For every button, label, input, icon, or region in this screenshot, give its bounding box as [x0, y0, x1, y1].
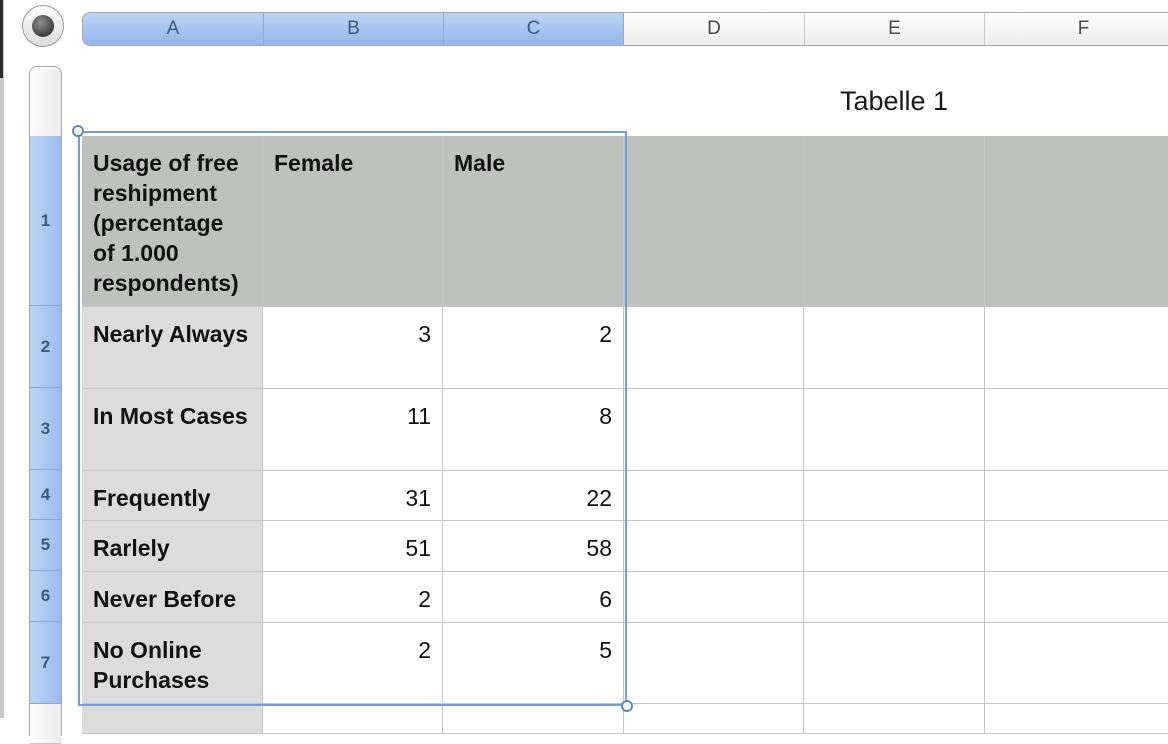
empty-cell-d5[interactable]: [624, 521, 804, 572]
value-cell-c4[interactable]: 22: [443, 471, 624, 521]
header-cell-a1[interactable]: Usage of free reshipment (percentage of …: [82, 136, 263, 307]
label-cell-a7[interactable]: No Online Purchases: [82, 623, 263, 704]
row-header-1[interactable]: 1: [30, 136, 61, 306]
empty-cell-f2[interactable]: [985, 307, 1168, 389]
column-header-b[interactable]: B: [264, 13, 444, 45]
empty-cell-f6[interactable]: [985, 572, 1168, 623]
empty-cell-f4[interactable]: [985, 471, 1168, 521]
empty-cell-e8[interactable]: [804, 704, 985, 734]
label-cell-a5[interactable]: Rarlely: [82, 521, 263, 572]
empty-cell-e6[interactable]: [804, 572, 985, 623]
value-cell-b4[interactable]: 31: [263, 471, 443, 521]
row-header-7[interactable]: 7: [30, 622, 61, 704]
empty-cell-e5[interactable]: [804, 521, 985, 572]
value-cell-b6[interactable]: 2: [263, 572, 443, 623]
empty-cell-f7[interactable]: [985, 623, 1168, 704]
header-cell-f1[interactable]: [985, 136, 1168, 307]
value-cell-b3[interactable]: 11: [263, 389, 443, 471]
empty-cell-d7[interactable]: [624, 623, 804, 704]
column-header-bar: A B C D E F: [82, 12, 1168, 46]
value-cell-c5[interactable]: 58: [443, 521, 624, 572]
header-cell-e1[interactable]: [804, 136, 985, 307]
value-cell-c2[interactable]: 2: [443, 307, 624, 389]
select-all-icon: [32, 15, 54, 37]
row-header-5[interactable]: 5: [30, 520, 61, 571]
row-header-8[interactable]: [30, 704, 61, 744]
row-header-3[interactable]: 3: [30, 388, 61, 470]
row-header-title-area: [29, 66, 62, 136]
empty-cell-c8[interactable]: [443, 704, 624, 734]
value-cell-c6[interactable]: 6: [443, 572, 624, 623]
value-cell-b2[interactable]: 3: [263, 307, 443, 389]
empty-cell-e7[interactable]: [804, 623, 985, 704]
selection-handle-bottom-right[interactable]: [621, 700, 633, 712]
select-all-button[interactable]: [22, 5, 64, 47]
empty-cell-e4[interactable]: [804, 471, 985, 521]
header-cell-d1[interactable]: [624, 136, 804, 307]
column-header-d[interactable]: D: [624, 13, 805, 45]
empty-cell-d3[interactable]: [624, 389, 804, 471]
empty-cell-e2[interactable]: [804, 307, 985, 389]
table-title[interactable]: Tabelle 1: [839, 86, 949, 116]
empty-cell-e3[interactable]: [804, 389, 985, 471]
label-cell-a6[interactable]: Never Before: [82, 572, 263, 623]
label-cell-a2[interactable]: Nearly Always: [82, 307, 263, 389]
empty-cell-f5[interactable]: [985, 521, 1168, 572]
column-header-e[interactable]: E: [805, 13, 985, 45]
empty-cell-d2[interactable]: [624, 307, 804, 389]
window-edge-shadow: [0, 0, 3, 78]
column-header-f[interactable]: F: [985, 13, 1168, 45]
label-cell-a8[interactable]: [82, 704, 263, 734]
empty-cell-d8[interactable]: [624, 704, 804, 734]
row-header-bar: 1 2 3 4 5 6 7: [29, 136, 62, 744]
row-header-4[interactable]: 4: [30, 470, 61, 520]
empty-cell-b8[interactable]: [263, 704, 443, 734]
empty-cell-d4[interactable]: [624, 471, 804, 521]
value-cell-b5[interactable]: 51: [263, 521, 443, 572]
header-cell-b1[interactable]: Female: [263, 136, 443, 307]
row-header-6[interactable]: 6: [30, 571, 61, 622]
value-cell-c7[interactable]: 5: [443, 623, 624, 704]
label-cell-a3[interactable]: In Most Cases: [82, 389, 263, 471]
column-header-c[interactable]: C: [444, 13, 624, 45]
empty-cell-f3[interactable]: [985, 389, 1168, 471]
column-header-a[interactable]: A: [83, 13, 264, 45]
row-header-2[interactable]: 2: [30, 306, 61, 388]
value-cell-b7[interactable]: 2: [263, 623, 443, 704]
window-edge: [0, 0, 4, 718]
empty-cell-f8[interactable]: [985, 704, 1168, 734]
value-cell-c3[interactable]: 8: [443, 389, 624, 471]
header-cell-c1[interactable]: Male: [443, 136, 624, 307]
selection-handle-top-left[interactable]: [72, 125, 84, 137]
empty-cell-d6[interactable]: [624, 572, 804, 623]
label-cell-a4[interactable]: Frequently: [82, 471, 263, 521]
